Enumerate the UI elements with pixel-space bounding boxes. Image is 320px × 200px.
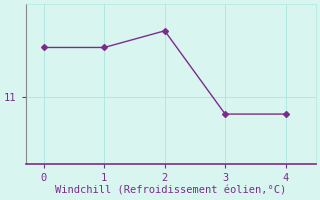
X-axis label: Windchill (Refroidissement éolien,°C): Windchill (Refroidissement éolien,°C) [55, 186, 286, 196]
